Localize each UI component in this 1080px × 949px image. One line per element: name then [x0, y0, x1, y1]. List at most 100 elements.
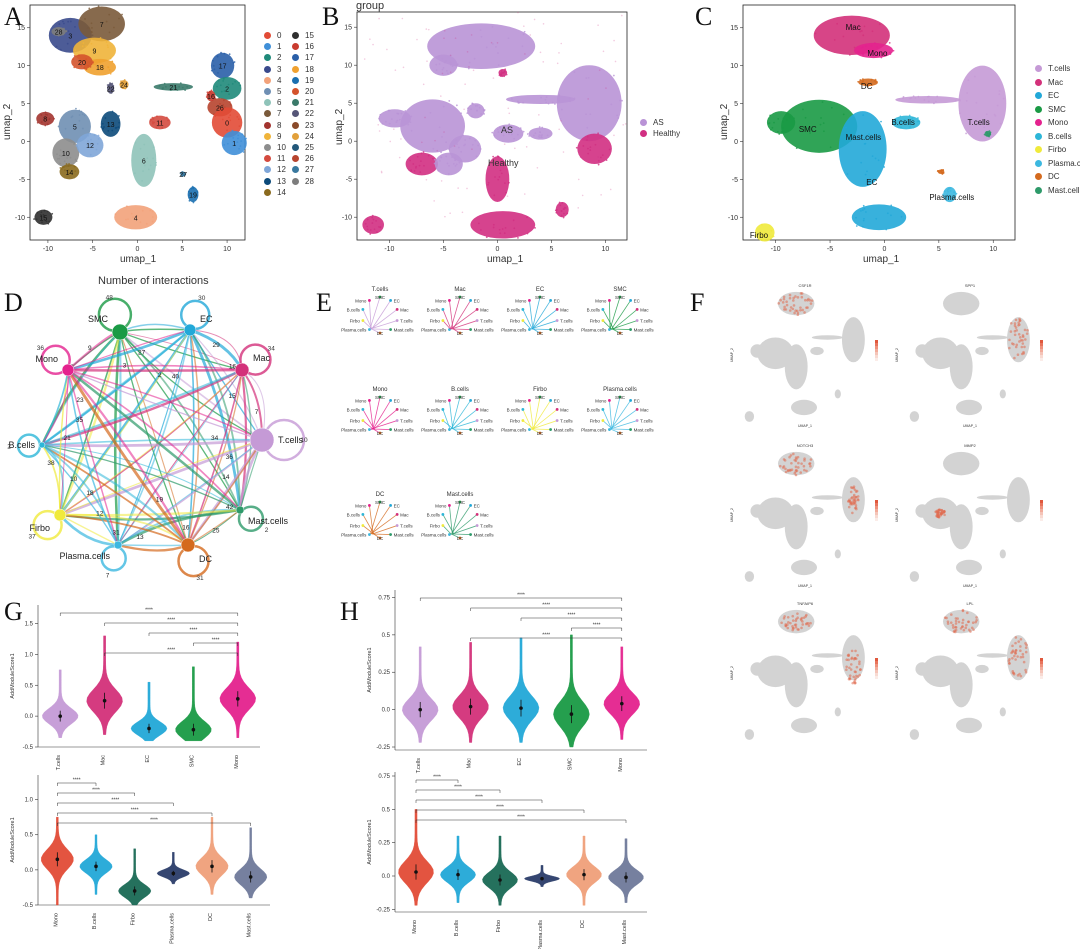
legend-item-13: 13 [264, 175, 286, 186]
node-label: T.cells [480, 419, 493, 424]
edge-weight-label: 10 [70, 476, 78, 483]
node-label: DC [617, 431, 624, 436]
violin-dc [195, 816, 229, 895]
y-tick-label: 1.5 [25, 622, 34, 628]
node-label: B.cells [427, 307, 441, 312]
annotation-t-cells: T.cells [967, 117, 990, 127]
x-tick-label: Firbo [131, 913, 137, 926]
node-label: B.cells [8, 440, 35, 450]
umap-c-plot: -10 -5 0 5 10 -10 -5 0 5 10 15 [728, 4, 1016, 253]
panel-label-h: H [340, 597, 359, 626]
interaction-edge [41, 438, 263, 446]
violin-smc [175, 666, 212, 742]
node-label: Mast.cells [634, 428, 655, 433]
x-tick-label: T.cells [416, 758, 422, 774]
feature-plot-spp1: SPP1 UMAP_1 UMAP_2 [895, 281, 1043, 428]
legend-item-26: 26 [292, 153, 314, 164]
significance-label: **** [454, 785, 462, 791]
significance-bracket [470, 637, 623, 641]
self-weight-label: 31 [196, 575, 204, 582]
legend-item-7: 7 [264, 108, 286, 119]
cluster-10 [52, 138, 80, 168]
node-label: Mast.cells [474, 328, 495, 333]
node-label: SMC [535, 295, 546, 300]
significance-label: **** [190, 628, 198, 634]
interaction-edge [41, 443, 189, 546]
edge-weight-label: 34 [211, 435, 219, 442]
legend-dot [292, 121, 299, 129]
x-tick-label: 5 [180, 246, 184, 253]
legend-dot [292, 76, 299, 84]
legend-item-17: 17 [292, 52, 314, 63]
edge-weight-label: 9 [88, 345, 92, 352]
cluster-28 [51, 26, 68, 37]
edge-weight-label: 16 [182, 524, 190, 531]
interaction-edge [59, 439, 263, 516]
y-tick-label: -10 [342, 215, 352, 222]
y-tick-label: -0.5 [23, 745, 34, 751]
node-label: DC [457, 431, 464, 436]
feature-plot-mmp2: MMP2 UMAP_1 UMAP_2 [895, 441, 1043, 588]
node-label: DC [617, 331, 624, 336]
x-tick-label: 10 [223, 246, 231, 253]
subnetwork-mast-cells: Mast.cells SMC EC Mac T.cells Mast.cells DC Pla… [421, 492, 494, 541]
x-tick-label: 10 [989, 246, 997, 253]
legend-label: 16 [305, 42, 314, 52]
node-label: Plasma.cells [581, 328, 607, 333]
interaction-edge [187, 369, 243, 546]
feature-title: NOTCH3 [797, 443, 814, 448]
cluster-0 [211, 107, 243, 138]
legend-item-firbo: Firbo [1035, 143, 1080, 157]
node-label: SMC [455, 395, 466, 400]
edge-weight-label: 3 [123, 363, 127, 370]
legend-label: DC [1048, 172, 1060, 182]
umap-a-legend-col1: 0 1 2 3 4 5 6 7 8 9 10 11 12 13 14 [264, 30, 286, 198]
legend-item-28: 28 [292, 175, 314, 186]
panel-b-umap-group: group -10 -5 0 5 10 -10 -5 0 5 10 15 umap_1 umap_2… [322, 0, 692, 270]
legend-dot [264, 177, 271, 185]
node-label: EC [394, 298, 401, 303]
legend-dot [1035, 173, 1042, 181]
cluster-label-8: 8 [43, 117, 47, 124]
x-tick-label: DC [580, 920, 586, 928]
umap-b-plot: -10 -5 0 5 10 -10 -5 0 5 10 15 [342, 11, 628, 253]
cluster-24 [119, 78, 129, 90]
legend-item-mac: Mac [1035, 76, 1080, 90]
y-tick-label: 0 [734, 139, 738, 146]
significance-bracket [419, 597, 623, 601]
celltype-mono [853, 42, 895, 59]
y-tick-label: -0.5 [23, 903, 34, 909]
annotation-dc: DC [860, 81, 873, 91]
cluster-11 [149, 115, 171, 130]
node-t-cells [249, 427, 275, 453]
violin-mast-cells [234, 827, 268, 899]
x-tick-label: -10 [771, 246, 781, 253]
node-label: Plasma.cells [581, 428, 607, 433]
node-label: Plasma.cells [421, 533, 447, 538]
umap-a-legend-col2: 15 16 17 18 19 20 21 22 23 24 25 26 27 28 [292, 30, 314, 187]
y-tick-label: 0.75 [378, 595, 390, 601]
y-tick-label: 5 [21, 101, 25, 108]
edge-weight-label: 35 [76, 417, 84, 424]
y-tick-label: 0.5 [25, 833, 34, 839]
celltype-smc [766, 111, 796, 135]
node-label: T.cells [400, 419, 413, 424]
legend-label: 23 [305, 120, 314, 130]
violin-ylabel: AddModuleScore1 [367, 647, 373, 692]
significance-bracket [148, 632, 239, 636]
subnetwork-title: SMC [613, 287, 627, 293]
legend-dot [292, 54, 299, 62]
node-mac [234, 362, 250, 378]
interaction-edge [187, 369, 243, 546]
legend-label: SMC [1048, 104, 1066, 114]
node-label: B.cells [507, 307, 521, 312]
cluster-label-20: 20 [78, 60, 86, 67]
node-label: SMC [88, 314, 109, 324]
celltype-firbo [754, 223, 775, 242]
interaction-edge [67, 364, 243, 371]
feature-ylabel: UMAP_2 [730, 348, 734, 362]
legend-label-healthy: Healthy [653, 129, 681, 139]
x-tick-label: Mono [234, 755, 240, 769]
significance-bracket [415, 819, 627, 823]
